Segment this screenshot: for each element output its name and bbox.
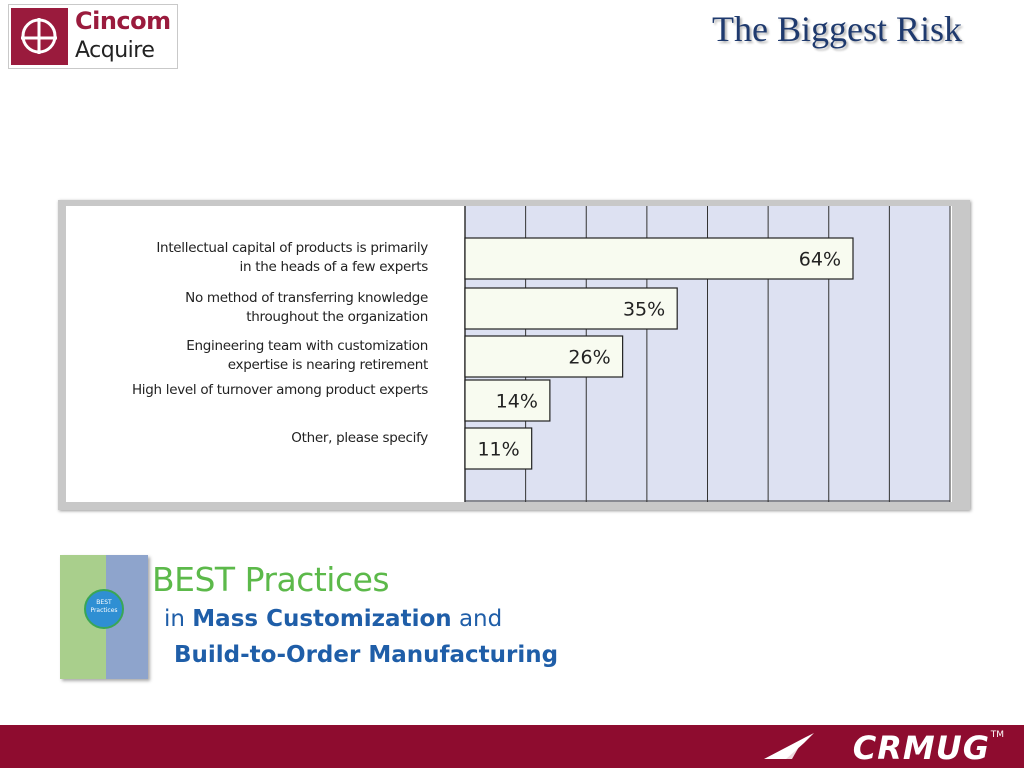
bar: [464, 427, 533, 470]
bar-chart: 64% 35% 26% 14% 11%: [464, 206, 951, 502]
best-practices-subtitle: in Mass Customization and: [164, 606, 503, 632]
category-label: High level of turnover among product exp…: [132, 381, 428, 400]
category-label-line: in the heads of a few experts: [239, 259, 429, 275]
bar-value-label: 26%: [568, 347, 610, 369]
crmug-logo-text: CRMUG: [852, 729, 990, 767]
bar: [464, 287, 678, 330]
bar-value-label: 64%: [799, 249, 841, 271]
category-label-line: expertise is nearing retirement: [227, 357, 429, 373]
logo-product-name: Acquire: [75, 38, 155, 63]
trademark-mark: TM: [990, 730, 1004, 740]
category-label-line: No method of transferring knowledge: [185, 290, 428, 306]
category-label: No method of transferring knowledge throu…: [185, 289, 428, 327]
bar: [464, 335, 624, 378]
cincom-logo-icon: [11, 8, 68, 65]
bar-value-label: 35%: [623, 299, 665, 321]
best-practices-heading: BEST Practices: [152, 560, 390, 599]
bar: [464, 379, 551, 422]
chart-area: Intellectual capital of products is prim…: [66, 206, 952, 502]
cincom-acquire-logo: Cincom Acquire: [8, 4, 178, 69]
category-label-line: throughout the organization: [246, 309, 428, 325]
category-label-line: Engineering team with customization: [186, 338, 428, 354]
bar-value-label: 14%: [496, 391, 538, 413]
slide-title: The Biggest Risk: [712, 9, 962, 49]
category-label-line: Intellectual capital of products is prim…: [156, 240, 428, 256]
bar: [464, 237, 854, 280]
book-badge-icon: BEST Practices: [84, 589, 124, 629]
category-label-line: High level of turnover among product exp…: [131, 381, 428, 398]
best-practices-subtitle-2: Build-to-Order Manufacturing: [174, 642, 559, 668]
category-label-line: Other, please specify: [291, 429, 428, 446]
category-label: Engineering team with customization exper…: [186, 337, 428, 375]
footer-bar: CRMUG TM: [0, 725, 1024, 768]
logo-company-name: Cincom: [75, 7, 171, 35]
bar-value-label: 11%: [477, 439, 519, 461]
category-label: Other, please specify: [291, 429, 428, 448]
category-label: Intellectual capital of products is prim…: [156, 239, 428, 277]
crmug-swoosh-icon: [764, 733, 814, 759]
chart-frame: Intellectual capital of products is prim…: [58, 200, 970, 510]
book-cover-image: BEST Practices: [60, 555, 148, 679]
